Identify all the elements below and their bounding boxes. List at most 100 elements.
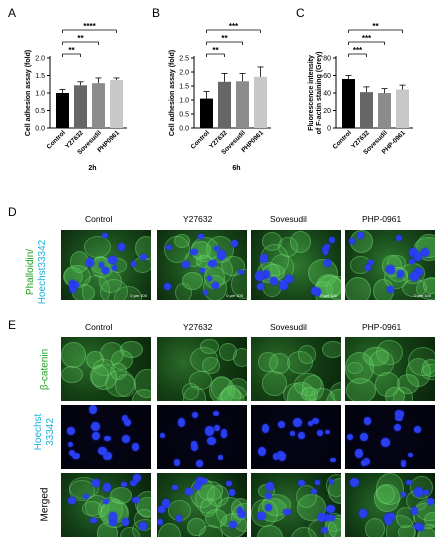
significance-label: *** — [353, 46, 363, 55]
nucleus — [102, 232, 108, 239]
y-tick-label: 0 — [327, 126, 331, 133]
nucleus — [231, 240, 238, 247]
nucleus — [70, 287, 76, 294]
nucleus — [264, 503, 272, 511]
d-image-2: 0 μm 100 — [250, 229, 342, 301]
x-axis-label: 2h — [88, 165, 96, 172]
cell-body — [134, 509, 151, 532]
e-image-r0-c3 — [344, 336, 436, 402]
nucleus — [393, 423, 402, 431]
nucleus — [91, 422, 100, 432]
y-tick-label: 0.0 — [179, 126, 189, 133]
nucleus — [358, 508, 367, 518]
nucleus — [157, 519, 163, 526]
e-image-r0-c0 — [60, 336, 152, 402]
nucleus — [108, 256, 117, 264]
nucleus — [132, 497, 140, 504]
nucleus — [229, 489, 236, 496]
nucleus — [185, 487, 193, 496]
nucleus — [292, 417, 302, 427]
nucleus — [257, 512, 266, 520]
nucleus — [270, 277, 278, 286]
e-col-y27632: Y27632 — [183, 322, 213, 332]
bar-sovesudil — [92, 83, 105, 128]
nucleus — [409, 258, 416, 265]
nucleus — [397, 270, 405, 278]
cell-body — [61, 342, 86, 369]
nucleus — [175, 515, 182, 522]
significance-label: **** — [83, 22, 96, 31]
nucleus — [398, 410, 405, 417]
nucleus — [121, 517, 129, 526]
cell-body — [114, 374, 136, 397]
nucleus — [121, 481, 127, 487]
cell-body — [422, 359, 435, 378]
nucleus — [103, 451, 112, 461]
nucleus — [386, 286, 394, 294]
y-axis-label-line2: of F-actin staining (Grey) — [316, 52, 323, 135]
cell-body — [182, 383, 200, 401]
nucleus — [258, 446, 266, 456]
nucleus — [413, 425, 422, 434]
e-col-control: Control — [85, 322, 113, 332]
y-tick-label: 2.0 — [179, 70, 189, 77]
bar-y27632 — [218, 81, 231, 128]
nucleus — [256, 282, 265, 291]
cell-body — [301, 387, 318, 401]
y-tick-label: 1.0 — [35, 91, 45, 98]
nucleus — [321, 245, 329, 252]
bar-php0961 — [254, 76, 267, 128]
panel-letter-e: E — [8, 318, 17, 332]
nucleus — [414, 486, 424, 498]
d-image-1: 0 μm 100 — [156, 229, 248, 301]
nucleus — [261, 423, 270, 433]
nucleus — [317, 512, 326, 522]
nucleus — [363, 417, 372, 425]
nucleus — [121, 434, 131, 443]
nucleus — [207, 437, 217, 445]
nucleus — [88, 405, 97, 415]
y-axis-label-line1: Fluorescence intensity — [308, 55, 315, 131]
cell-body — [220, 386, 241, 401]
cell-body — [100, 341, 125, 365]
e-row-label-merged: Merged — [39, 487, 51, 522]
cell-body — [364, 517, 386, 537]
nucleus — [326, 514, 335, 522]
cell-body — [218, 342, 237, 362]
nucleus — [191, 411, 199, 419]
d-col-control: Control — [85, 214, 113, 224]
nucleus — [212, 282, 219, 290]
nucleus — [311, 417, 320, 425]
nucleus — [322, 249, 329, 255]
d-image-0: 0 μm 100 — [60, 229, 152, 301]
panel-letter-b: B — [152, 6, 161, 20]
cell-body — [316, 274, 341, 299]
panel-letter-c: C — [296, 6, 305, 20]
significance-label: ** — [212, 46, 219, 55]
cell-body — [345, 276, 371, 300]
y-axis-label: Cell adhesion assay (fold) — [169, 50, 176, 136]
nucleus — [314, 480, 321, 486]
nucleus — [206, 276, 212, 281]
nucleus — [307, 421, 314, 426]
cell-body — [181, 272, 203, 291]
nucleus — [68, 441, 74, 447]
nucleus — [414, 523, 422, 531]
nucleus — [98, 447, 107, 456]
nucleus — [360, 460, 368, 467]
e-col-php0961: PHP-0961 — [362, 322, 402, 332]
nucleus — [68, 450, 75, 457]
significance-label: ** — [221, 34, 228, 43]
cell-body — [322, 341, 341, 359]
significance-label: ** — [77, 34, 84, 43]
bar-control — [342, 79, 355, 128]
x-axis-label: 6h — [232, 165, 240, 172]
nucleus — [323, 258, 331, 268]
nucleus — [228, 520, 237, 528]
nucleus — [202, 290, 208, 296]
cell-body — [200, 338, 219, 354]
nucleus — [365, 264, 372, 271]
y-tick-label: 1.5 — [179, 84, 189, 91]
d-image-3: 0 μm 100 — [344, 229, 436, 301]
